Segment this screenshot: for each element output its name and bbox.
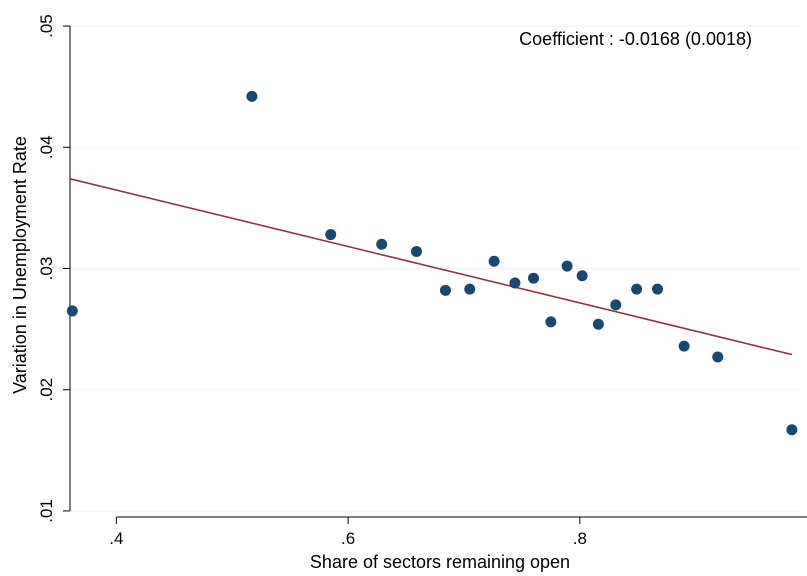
coefficient-annotation: Coefficient : -0.0168 (0.0018)	[519, 29, 752, 49]
x-axis-title: Share of sectors remaining open	[310, 552, 570, 572]
data-point	[561, 260, 573, 272]
data-point	[410, 246, 422, 258]
data-point	[545, 316, 557, 328]
data-point	[439, 284, 451, 296]
data-point	[325, 229, 337, 241]
data-point	[712, 351, 724, 363]
fit-line	[69, 178, 793, 356]
y-tick-label: .01	[37, 499, 56, 523]
data-point	[66, 305, 78, 317]
y-axis-title: Variation in Unemployment Rate	[10, 136, 30, 394]
x-axis-ticks: .4.6.81	[109, 517, 807, 548]
data-point	[631, 283, 643, 295]
data-point	[678, 340, 690, 352]
y-tick-label: .03	[37, 257, 56, 281]
grid-lines	[70, 25, 800, 512]
y-axis-ticks: .01 .02 .03 .04 .05	[37, 14, 70, 523]
data-point	[576, 270, 588, 282]
y-tick-label: .05	[37, 14, 56, 38]
data-point	[651, 283, 663, 295]
data-point	[488, 255, 500, 267]
y-tick-label: .04	[37, 135, 56, 159]
data-points	[66, 90, 798, 436]
y-tick-label: .02	[37, 378, 56, 402]
data-point	[376, 238, 388, 250]
data-point	[246, 90, 258, 102]
data-point	[592, 318, 604, 330]
data-point	[509, 277, 521, 289]
x-tick-label: .4	[109, 529, 123, 548]
data-point	[464, 283, 476, 295]
data-point	[527, 272, 539, 284]
data-point	[786, 424, 798, 436]
x-tick-label: .6	[341, 529, 355, 548]
data-point	[610, 299, 622, 311]
x-tick-label: .8	[573, 529, 587, 548]
